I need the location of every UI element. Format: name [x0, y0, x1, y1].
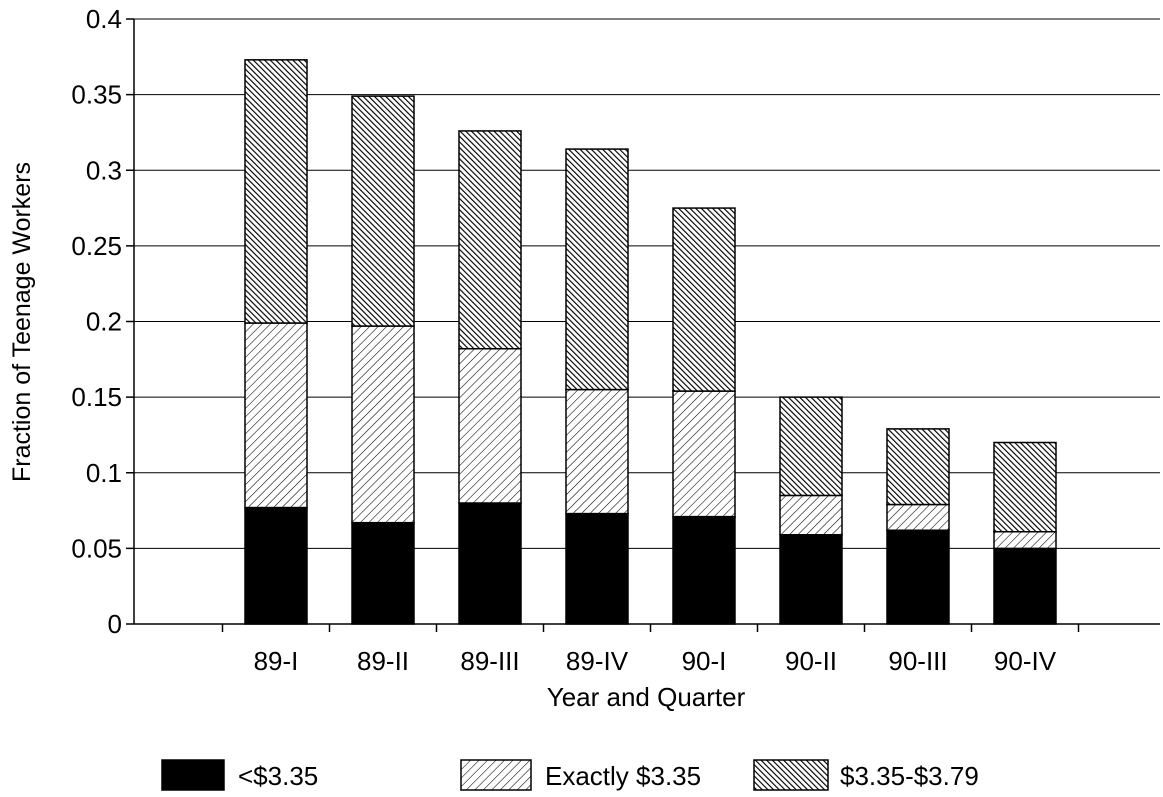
x-tick-label: 89-I [254, 646, 299, 676]
y-tick-label: 0.25 [71, 231, 122, 261]
y-tick-labels: 0 0.05 0.1 0.15 0.2 0.25 0.3 0.35 0.4 [71, 4, 134, 639]
bar-segment [886, 529, 950, 625]
y-tick-label: 0.3 [86, 155, 122, 185]
x-tick-label: 89-III [460, 646, 519, 676]
bar-segment [993, 441, 1057, 533]
legend-label: <$3.35 [238, 761, 318, 791]
x-tick-label: 90-I [682, 646, 727, 676]
bars [244, 59, 1057, 625]
legend-label: Exactly $3.35 [545, 761, 701, 791]
x-axis-title: Year and Quarter [547, 682, 746, 712]
bar-segment [886, 428, 950, 506]
bar-segment [886, 503, 950, 531]
bar-segment [779, 396, 843, 497]
y-tick-label: 0.4 [86, 4, 122, 34]
bar-segment [993, 530, 1057, 550]
legend-swatch [753, 759, 829, 791]
bar-segment [779, 534, 843, 625]
x-tick-label: 90-II [785, 646, 837, 676]
y-tick-label: 0.35 [71, 80, 122, 110]
bar-segment [565, 388, 629, 515]
bar-segment [458, 502, 522, 625]
y-axis-title: Fraction of Teenage Workers [8, 162, 36, 482]
y-tick-label: 0 [108, 609, 122, 639]
bar-segment [244, 322, 308, 509]
legend-swatch [460, 759, 532, 791]
legend-label: $3.35-$3.79 [840, 761, 979, 791]
y-tick-label: 0.05 [71, 533, 122, 563]
legend-swatch [161, 759, 225, 791]
bar-segment [672, 390, 736, 518]
bar-segment [244, 59, 308, 324]
bar-segment [458, 130, 522, 350]
x-tick-labels: 89-I 89-II 89-III 89-IV 90-I 90-II 90-III 90-IV [221, 624, 1080, 676]
bar-segment [565, 148, 629, 391]
x-tick-label: 90-III [888, 646, 947, 676]
legend: <$3.35 Exactly $3.35 $3.35-$3.79 [161, 759, 979, 791]
bar-segment [244, 506, 308, 625]
y-tick-label: 0.2 [86, 307, 122, 337]
bar-segment [565, 512, 629, 625]
bar-segment [993, 547, 1057, 625]
x-tick-label: 89-IV [566, 646, 629, 676]
bar-segment [351, 325, 415, 524]
bar-segment [351, 521, 415, 625]
bar-segment [672, 207, 736, 392]
bar-segment [779, 494, 843, 536]
bar-segment [351, 95, 415, 327]
y-tick-label: 0.15 [71, 382, 122, 412]
y-tick-label: 0.1 [86, 458, 122, 488]
bar-segment [672, 515, 736, 625]
x-tick-label: 89-II [357, 646, 409, 676]
bar-segment [458, 347, 522, 504]
x-tick-label: 90-IV [994, 646, 1057, 676]
